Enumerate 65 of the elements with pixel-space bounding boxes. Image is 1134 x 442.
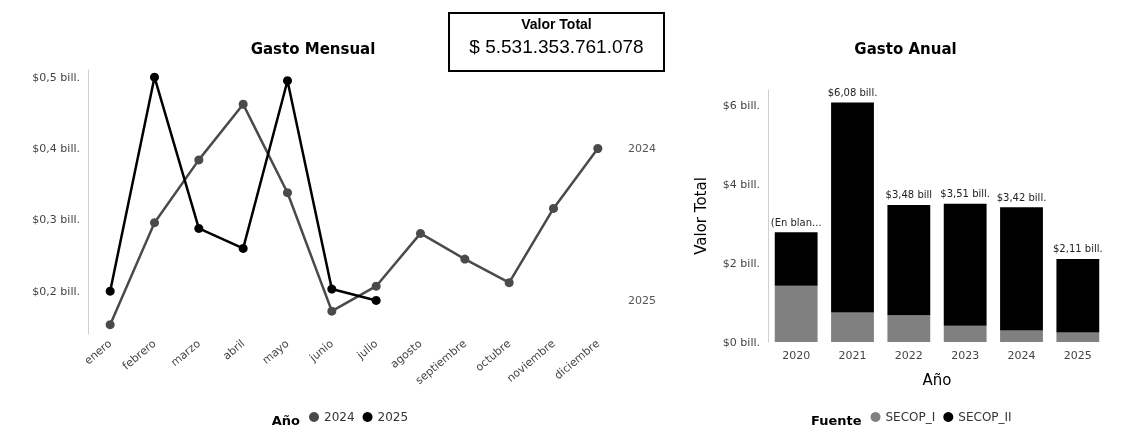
point	[105, 286, 115, 296]
bar	[831, 102, 874, 313]
legend-label: 2024	[324, 410, 355, 424]
bar	[943, 325, 987, 342]
y-tick-label: $0,5 bill.	[32, 70, 80, 84]
legend-title: Año	[271, 413, 301, 428]
x-tick-label: 2025	[1063, 349, 1092, 362]
point	[238, 243, 248, 253]
point	[371, 295, 381, 305]
text: $ 5.531.353.761.078	[468, 36, 645, 58]
x-tick-label: 2020	[782, 349, 811, 362]
y-tick-label: $0,3 bill.	[32, 213, 80, 227]
y-tick-label: $0 bill.	[722, 335, 760, 349]
point	[371, 281, 381, 291]
point	[416, 228, 425, 238]
y-tick-label: $6 bill.	[722, 99, 760, 113]
point	[150, 218, 159, 228]
legend-label: 2025	[377, 410, 409, 424]
total-label: $2,11 bill.	[1053, 243, 1103, 255]
x-axis-title: Año	[922, 370, 952, 389]
bar	[887, 315, 931, 342]
bar	[943, 203, 987, 326]
total-label: $3,48 bill	[885, 189, 933, 201]
bar	[1000, 207, 1043, 331]
total-label: (En blan...	[770, 216, 822, 228]
x-tick-label: 2023	[951, 349, 980, 362]
text: 2025	[628, 293, 656, 307]
text: Valor Total	[520, 16, 593, 32]
point	[283, 188, 292, 198]
point	[460, 254, 470, 264]
total-label: $3,42 bill.	[996, 191, 1047, 203]
legend-label: SECOP_I	[885, 410, 936, 424]
point	[194, 155, 204, 165]
y-tick-label: $0,2 bill.	[32, 284, 80, 298]
chart-title: Gasto Mensual	[250, 39, 376, 58]
legend-title: Fuente	[810, 413, 862, 428]
total-label: $3,51 bill.	[940, 188, 990, 200]
point	[327, 306, 337, 316]
point	[549, 203, 558, 213]
bar	[774, 285, 818, 342]
text: 2024	[628, 141, 656, 155]
bar	[774, 232, 818, 286]
x-tick-label: 2024	[1007, 349, 1036, 362]
point	[593, 143, 603, 153]
bar	[1056, 332, 1100, 342]
point	[327, 284, 337, 294]
bar	[1000, 330, 1043, 342]
y-tick-label: $2 bill.	[722, 256, 760, 270]
bar	[831, 312, 874, 342]
y-tick-label: $0,4 bill.	[32, 141, 80, 155]
total-label: $6,08 bill.	[827, 87, 878, 99]
bar	[887, 204, 931, 316]
point	[150, 72, 159, 82]
legend-label: SECOP_II	[958, 410, 1012, 424]
y-axis-title: Valor Total	[691, 177, 710, 255]
y-tick-label: $4 bill.	[722, 178, 760, 191]
point	[283, 76, 292, 86]
point	[105, 320, 115, 330]
point	[238, 99, 248, 109]
chart-title: Gasto Anual	[854, 39, 957, 58]
point	[504, 278, 514, 288]
point	[194, 223, 204, 233]
x-tick-label: 2021	[838, 349, 867, 362]
bar	[1056, 258, 1100, 333]
x-tick-label: 2022	[894, 349, 923, 362]
